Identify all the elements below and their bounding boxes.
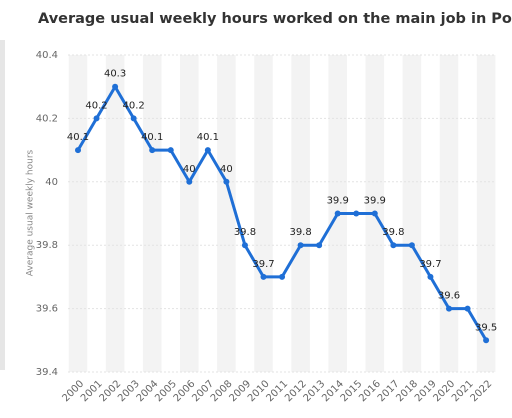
point xyxy=(371,210,378,217)
data-label: 40.1 xyxy=(141,132,163,143)
data-label: 40 xyxy=(183,164,196,175)
data-label: 40.1 xyxy=(197,132,219,143)
data-label: 39.8 xyxy=(234,227,256,238)
point xyxy=(483,337,490,344)
point xyxy=(427,273,434,280)
point xyxy=(353,210,360,217)
column-band xyxy=(476,55,496,372)
point xyxy=(93,115,100,122)
point xyxy=(204,147,211,154)
data-label: 39.7 xyxy=(252,259,274,270)
data-label: 40.3 xyxy=(104,69,126,80)
line xyxy=(76,85,488,342)
y-tick-label: 39.4 xyxy=(36,367,58,378)
point xyxy=(260,273,267,280)
y-tick-label: 39.8 xyxy=(36,240,58,251)
data-label: 40.1 xyxy=(67,132,89,143)
point xyxy=(334,210,341,217)
y-axis-label: Average usual weekly hours xyxy=(26,149,36,276)
data-label: 40 xyxy=(220,164,233,175)
point xyxy=(149,147,156,154)
y-tick-label: 39.6 xyxy=(36,304,58,315)
column-band xyxy=(68,55,88,372)
point xyxy=(390,242,397,249)
data-label: 40.2 xyxy=(85,100,107,111)
data-label: 40.2 xyxy=(123,100,145,111)
point xyxy=(316,242,323,249)
y-tick-label: 40.2 xyxy=(36,113,58,124)
point xyxy=(75,147,81,154)
column-band xyxy=(105,55,125,372)
data-label: 39.9 xyxy=(327,196,349,207)
point xyxy=(223,178,230,185)
x-tick-label: 2022 xyxy=(469,378,495,404)
data-label: 39.8 xyxy=(382,227,404,238)
data-label: 39.9 xyxy=(364,196,386,207)
point xyxy=(408,242,415,249)
point xyxy=(464,305,471,312)
column-band xyxy=(142,55,162,372)
chart-title: Average usual weekly hours worked on the… xyxy=(38,11,512,27)
column-band xyxy=(439,55,459,372)
point xyxy=(241,242,248,249)
point xyxy=(130,115,137,122)
data-label: 39.6 xyxy=(438,291,460,302)
y-tick-label: 40.4 xyxy=(36,50,58,61)
data-label: 39.5 xyxy=(475,322,497,333)
point xyxy=(112,83,119,90)
column-band xyxy=(217,55,236,372)
column-band xyxy=(291,55,310,372)
column-band xyxy=(254,55,273,372)
point xyxy=(186,178,193,185)
point xyxy=(446,305,452,312)
column-band xyxy=(402,55,422,372)
sidebar-edge xyxy=(0,40,5,370)
point xyxy=(279,273,286,280)
data-label: 39.7 xyxy=(419,259,441,270)
point xyxy=(297,242,304,249)
point xyxy=(167,147,174,154)
y-tick-label: 40 xyxy=(45,177,58,188)
data-label: 39.8 xyxy=(289,227,311,238)
column-band xyxy=(180,55,199,372)
